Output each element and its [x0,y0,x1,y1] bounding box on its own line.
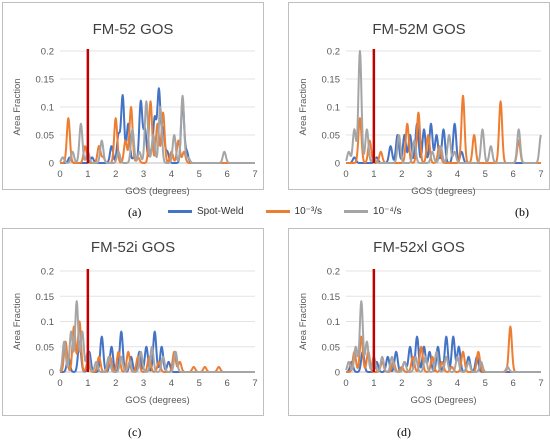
x-axis-label: GOS (degrees) [411,186,475,197]
x-tick-label: 6 [510,378,515,389]
y-tick-label: 0 [49,368,54,379]
x-tick-label: 4 [455,169,460,180]
y-tick-label: 0.1 [41,317,54,328]
y-tick-label: 0.05 [322,131,341,142]
legend-label-rate-1e4: 10⁻⁴/s [373,205,402,217]
series-line-rate-1e4 [59,300,256,373]
x-tick-label: 3 [141,378,146,389]
y-tick-label: 0.1 [327,317,340,328]
y-tick-label: 0 [335,159,340,170]
y-tick-label: 0.05 [36,342,55,353]
chart-title: FM-52xl GOS [373,239,465,256]
x-tick-label: 0 [343,169,348,180]
chart-legend: Spot-Weld 10⁻³/s 10⁻⁴/s [168,204,424,218]
series-line-rate-1e4 [59,94,256,164]
x-tick-label: 7 [538,169,543,180]
x-tick-label: 6 [510,169,515,180]
y-tick-label: 0.1 [41,103,54,114]
y-tick-label: 0.05 [36,131,55,142]
x-tick-label: 2 [113,378,118,389]
y-tick-label: 0.2 [41,267,54,278]
x-tick-label: 1 [371,378,376,389]
y-tick-label: 0.15 [36,75,55,86]
legend-swatch-rate-1e4 [344,209,369,213]
x-tick-label: 1 [85,378,90,389]
x-tick-label: 2 [399,378,404,389]
legend-item-spot-weld: Spot-Weld [168,206,244,217]
x-tick-label: 4 [455,378,460,389]
chart-panel-b: 0 0.05 0.1 0.15 0.2 0 1 2 3 4 5 6 7 FM-52M GOS GOS (de… [298,21,544,197]
y-tick-label: 0.15 [322,75,341,86]
x-tick-label: 1 [371,169,376,180]
x-tick-label: 5 [483,378,488,389]
legend-item-rate-1e4: 10⁻⁴/s [344,205,402,217]
x-tick-label: 6 [224,378,229,389]
x-tick-label: 7 [252,378,257,389]
x-tick-label: 3 [427,378,432,389]
y-tick-label: 0 [49,159,54,170]
x-tick-label: 7 [538,378,543,389]
y-axis-label: Area Fraction [12,293,23,350]
x-tick-label: 0 [343,378,348,389]
x-tick-label: 3 [427,169,432,180]
series-line-rate-1e4 [345,49,542,164]
sub-label-d: (d) [397,425,411,439]
x-tick-label: 5 [197,378,202,389]
x-axis-label: GOS (Degrees) [411,395,477,406]
chart-panel-c: 0 0.05 0.1 0.15 0.2 0 1 2 3 4 5 6 7 FM-52i GOS GOS (de… [12,239,258,406]
chart-panel-d: 0 0.05 0.1 0.15 0.2 0 1 2 3 4 5 6 7 FM-52xl GOS GOS (D… [298,239,544,406]
x-axis-label: GOS (degrees) [125,395,189,406]
legend-label-rate-1e3: 10⁻³/s [294,205,323,217]
y-tick-label: 0.2 [327,267,340,278]
x-tick-label: 4 [169,169,174,180]
legend-swatch-rate-1e3 [265,209,290,213]
y-axis-label: Area Fraction [298,78,309,135]
x-tick-label: 5 [197,169,202,180]
y-tick-label: 0.05 [322,342,341,353]
chart-title: FM-52 GOS [93,21,174,38]
x-tick-label: 2 [399,169,404,180]
panel-box-b [288,2,550,190]
y-tick-label: 0.1 [327,103,340,114]
sub-label-b: (b) [515,205,529,219]
x-tick-label: 7 [252,169,257,180]
x-tick-label: 2 [113,169,118,180]
x-tick-label: 1 [85,169,90,180]
legend-swatch-spot-weld [168,209,192,213]
x-tick-label: 0 [57,378,62,389]
x-axis-label: GOS (degrees) [125,186,189,197]
y-axis-label: Area Fraction [298,293,309,350]
chart-title: FM-52M GOS [372,21,465,38]
sub-label-c: (c) [128,425,142,439]
x-tick-label: 0 [57,169,62,180]
chart-title: FM-52i GOS [91,239,175,256]
legend-item-rate-1e3: 10⁻³/s [265,205,323,217]
series-line-rate-1e4 [345,300,542,373]
y-axis-label: Area Fraction [12,78,23,135]
x-tick-label: 5 [483,169,488,180]
y-tick-label: 0.2 [41,47,54,58]
x-tick-label: 6 [224,169,229,180]
y-tick-label: 0.15 [36,292,55,303]
y-tick-label: 0.2 [327,47,340,58]
x-tick-label: 4 [169,378,174,389]
x-tick-label: 3 [141,169,146,180]
y-tick-label: 0.15 [322,292,341,303]
y-tick-label: 0 [335,368,340,379]
sub-label-a: (a) [128,205,142,219]
legend-label-spot-weld: Spot-Weld [197,205,244,217]
chart-panel-a: 0 0.05 0.1 0.15 0.2 0 1 2 3 4 5 6 7 FM-52 GOS GOS (deg… [12,21,258,197]
